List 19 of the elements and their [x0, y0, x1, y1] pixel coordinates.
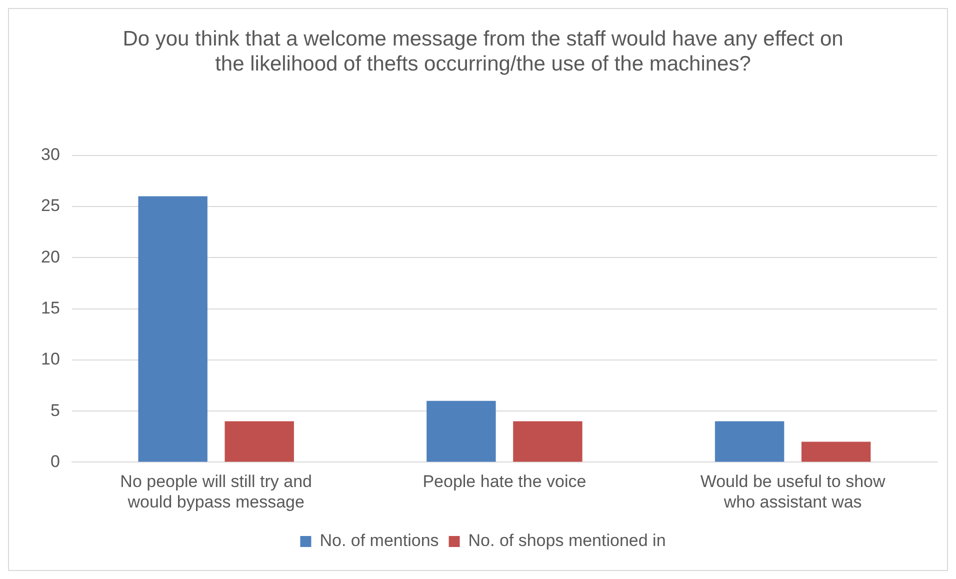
y-tick-label: 30: [40, 145, 60, 164]
bar: [801, 442, 871, 462]
bar: [224, 421, 294, 462]
chart-title: Do you think that a welcome message from the staff would have any effect on the likelihood of thefts occurring/the use of the machines?: [122, 27, 844, 76]
bar: [513, 421, 582, 462]
legend-label: No. of mentions: [320, 531, 439, 550]
y-tick-label: 15: [40, 298, 60, 318]
y-tick-label: 5: [50, 400, 60, 420]
x-tick-label: People hate the voice: [422, 472, 586, 492]
y-tick-label: 25: [40, 196, 60, 216]
legend-label: No. of shops mentioned in: [468, 531, 666, 550]
y-tick-label: 0: [50, 452, 60, 471]
bar: [426, 400, 496, 462]
y-tick-label: 20: [40, 247, 60, 266]
bar: [138, 196, 208, 462]
x-tick-label: No people will still try and would bypass message: [120, 472, 312, 512]
y-tick-label: 10: [40, 350, 60, 369]
x-tick-label: Would be useful to show who assistant was: [700, 472, 886, 512]
bar: [714, 421, 784, 462]
